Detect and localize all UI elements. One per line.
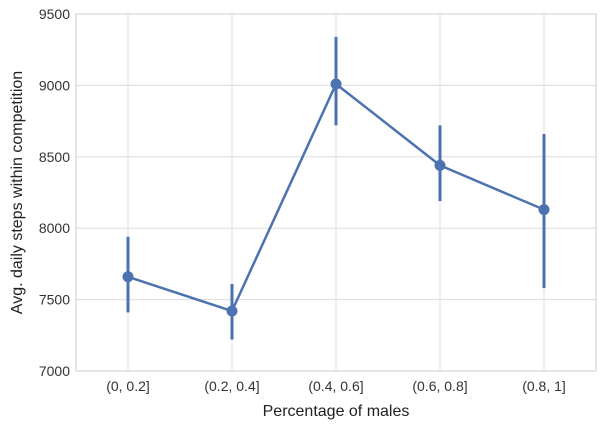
y-tick-label: 7500 bbox=[39, 292, 70, 308]
x-tick-label: (0.4, 0.6] bbox=[308, 378, 363, 394]
x-tick-label: (0.6, 0.8] bbox=[412, 378, 467, 394]
y-tick-label: 9500 bbox=[39, 6, 70, 22]
data-point bbox=[330, 78, 342, 90]
y-tick-label: 9000 bbox=[39, 77, 70, 93]
y-tick-label: 8000 bbox=[39, 220, 70, 236]
x-tick-label: (0.2, 0.4] bbox=[204, 378, 259, 394]
data-layer bbox=[122, 36, 550, 340]
plot-frame bbox=[75, 13, 597, 372]
data-point bbox=[434, 159, 446, 171]
y-tick-label: 8500 bbox=[39, 149, 70, 165]
x-tick-label: (0, 0.2] bbox=[106, 378, 150, 394]
y-axis-label: Avg. daily steps within competition bbox=[9, 71, 26, 314]
data-point bbox=[122, 271, 134, 283]
tick-layer: 7000 7500 8000 8500 9000 9500 (0, 0.2] (0.2, 0.… bbox=[39, 6, 566, 394]
data-point bbox=[538, 204, 550, 216]
data-point bbox=[226, 305, 238, 317]
x-tick-label: (0.8, 1] bbox=[522, 378, 566, 394]
y-tick-label: 7000 bbox=[39, 363, 70, 379]
x-axis-label: Percentage of males bbox=[263, 403, 410, 420]
